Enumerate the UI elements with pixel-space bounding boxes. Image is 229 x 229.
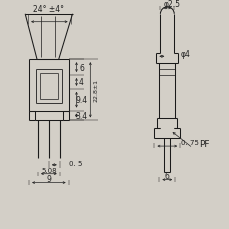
Text: 0. 5: 0. 5 bbox=[68, 160, 82, 166]
Text: φ2.5: φ2.5 bbox=[163, 0, 180, 9]
Text: PF: PF bbox=[198, 139, 208, 148]
Text: 9: 9 bbox=[46, 174, 51, 183]
Text: 3.4: 3.4 bbox=[75, 112, 87, 120]
Text: φ4: φ4 bbox=[179, 49, 189, 59]
Text: 5.08: 5.08 bbox=[41, 167, 56, 173]
Text: 24° ±4°: 24° ±4° bbox=[33, 5, 64, 14]
Text: 6: 6 bbox=[79, 63, 84, 72]
Text: 9.4: 9.4 bbox=[75, 96, 87, 105]
Text: 22.8±1: 22.8±1 bbox=[93, 79, 98, 102]
Text: 0. 75: 0. 75 bbox=[180, 139, 198, 145]
Text: 4: 4 bbox=[79, 78, 84, 87]
Text: 6: 6 bbox=[164, 172, 169, 180]
